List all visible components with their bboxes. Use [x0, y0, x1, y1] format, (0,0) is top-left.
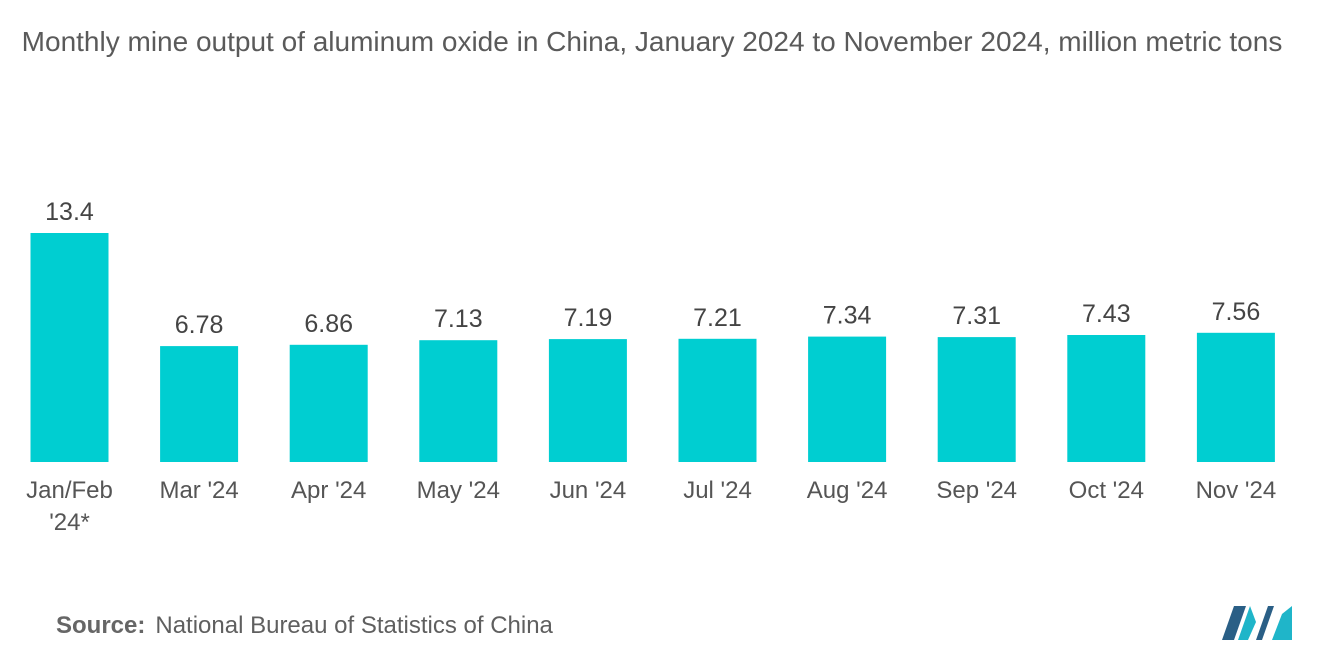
- source-label: Source:: [56, 612, 146, 639]
- value-label: 6.78: [175, 311, 224, 339]
- value-label: 7.56: [1212, 298, 1261, 326]
- value-label: 7.13: [434, 305, 483, 333]
- bar: [30, 233, 109, 462]
- bar: [1196, 332, 1275, 462]
- value-label: 7.34: [823, 302, 872, 330]
- value-label: 6.86: [304, 310, 353, 338]
- source-text: National Bureau of Statistics of China: [155, 612, 553, 639]
- value-label: 7.31: [952, 302, 1001, 330]
- x-tick-label: Oct '24: [1069, 477, 1144, 504]
- value-label: 7.43: [1082, 300, 1131, 328]
- x-tick-label: Sep '24: [936, 477, 1017, 504]
- brand-logo-icon: [1222, 606, 1292, 640]
- bar: [419, 340, 498, 462]
- bar: [678, 338, 757, 462]
- value-label: 7.19: [564, 304, 613, 332]
- chart-title: Monthly mine output of aluminum oxide in…: [21, 26, 1283, 57]
- value-label: 7.21: [693, 304, 742, 332]
- x-tick-label: Jan/Feb: [26, 477, 113, 504]
- bar: [160, 346, 239, 462]
- bar: [1067, 335, 1146, 462]
- bar: [937, 337, 1016, 462]
- x-tick-label: Apr '24: [291, 477, 366, 504]
- bar: [289, 344, 368, 462]
- x-tick-label: Nov '24: [1196, 477, 1277, 504]
- x-tick-label: '24*: [49, 509, 90, 536]
- x-tick-label: May '24: [417, 477, 500, 504]
- bar: [548, 339, 627, 462]
- x-tick-label: Jul '24: [683, 477, 752, 504]
- value-label: 13.4: [45, 198, 94, 226]
- x-tick-label: Jun '24: [550, 477, 627, 504]
- bar: [808, 336, 887, 462]
- x-tick-label: Aug '24: [807, 477, 888, 504]
- source-line: Source: National Bureau of Statistics of …: [56, 612, 553, 640]
- x-tick-label: Mar '24: [159, 477, 238, 504]
